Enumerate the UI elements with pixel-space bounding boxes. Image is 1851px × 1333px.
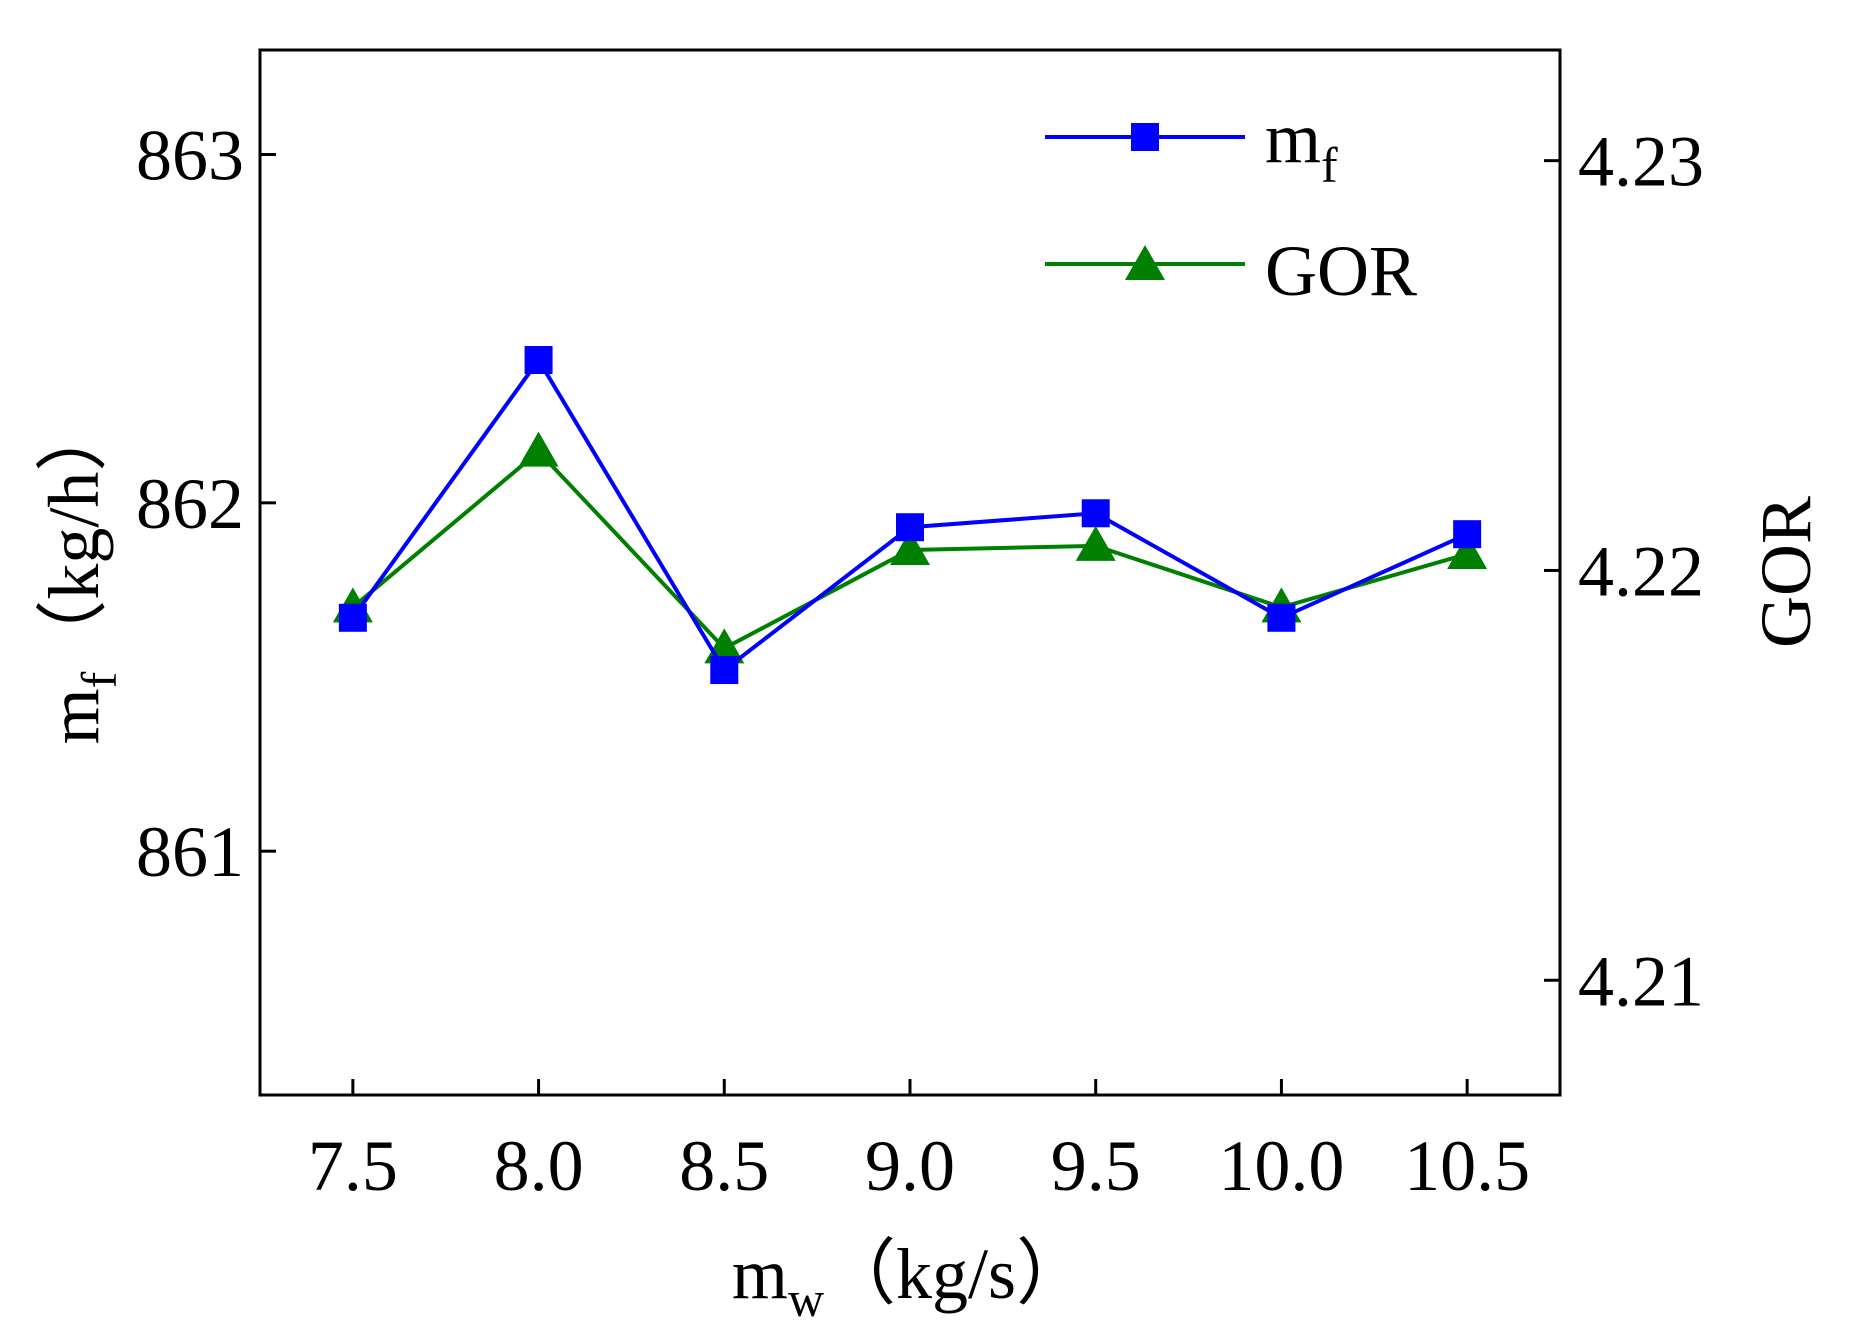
point-mf-6 [1453,520,1482,549]
series-layer [332,346,1488,685]
x-axis-title-sub: w [788,1271,824,1327]
legend-label-mf-sub: f [1321,137,1338,193]
point-mf-5 [1267,603,1296,632]
point-mf-4 [1081,499,1110,528]
point-gor-3 [890,529,930,565]
legend-item-mf: mf [1045,98,1338,193]
left-y-tick-label-2: 863 [136,116,244,196]
point-mf-2 [710,656,739,685]
legend-marker-gor [1125,245,1165,280]
legend: mf GOR [1045,98,1417,311]
point-mf-3 [896,513,924,542]
legend-marker-mf [1131,123,1159,151]
point-gor-6 [1447,534,1488,570]
x-axis-ticks: 7.5 8.0 8.5 9.0 9.5 10.0 10.5 [308,1079,1530,1206]
right-y-axis-title: GOR [1746,496,1826,648]
x-axis-title-main: m [732,1234,788,1314]
point-mf-0 [338,603,367,632]
left-y-axis-title-main: m [34,688,114,744]
right-y-tick-label-0: 4.21 [1578,941,1704,1021]
left-y-axis-ticks: 861 862 863 [136,116,276,892]
x-axis-title-unit: （kg/s） [824,1234,1088,1314]
x-tick-label-4: 9.5 [1051,1126,1141,1206]
x-tick-label-5: 10.0 [1218,1126,1344,1206]
point-mf-1 [524,346,553,375]
point-gor-4 [1075,525,1116,561]
x-axis-title: mw（kg/s） [732,1234,1088,1327]
x-tick-label-3: 9.0 [865,1126,955,1206]
left-y-tick-label-1: 862 [136,464,244,544]
x-tick-label-0: 7.5 [308,1126,398,1206]
right-y-axis-ticks: 4.21 4.22 4.23 [1544,122,1704,1021]
point-gor-1 [518,431,559,467]
x-tick-label-2: 8.5 [679,1126,769,1206]
legend-label-mf: mf [1265,98,1338,193]
left-y-tick-label-0: 861 [136,812,244,892]
right-y-tick-label-1: 4.22 [1578,531,1704,611]
legend-label-mf-main: m [1265,98,1321,178]
right-y-tick-label-2: 4.23 [1578,122,1704,202]
legend-item-gor: GOR [1045,231,1417,311]
x-tick-label-1: 8.0 [494,1126,584,1206]
left-y-axis-title-sub: f [71,671,127,688]
left-y-axis-title: mf（kg/h） [34,400,127,745]
legend-label-gor: GOR [1265,231,1417,311]
left-y-axis-title-unit: （kg/h） [34,400,114,672]
x-tick-label-6: 10.5 [1404,1126,1530,1206]
plot-area-frame [258,48,1562,1097]
